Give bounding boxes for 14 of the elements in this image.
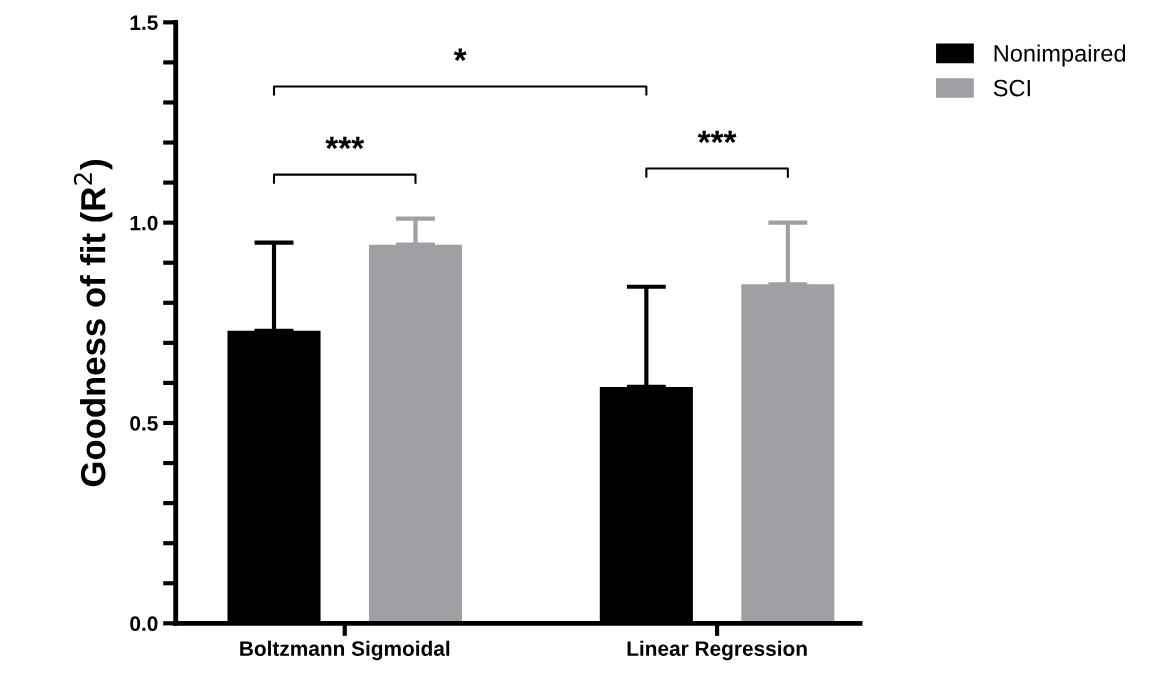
x-tick-label: Linear Regression xyxy=(627,640,807,661)
x-tick-label: Boltzmann Sigmoidal xyxy=(240,640,450,661)
legend-label: SCI xyxy=(993,79,1030,97)
y-tick-label: 0.0 xyxy=(130,616,158,632)
y-tick-label: 1.5 xyxy=(130,15,158,31)
annotation: *** xyxy=(697,130,737,144)
bar xyxy=(741,284,835,624)
annotation: *** xyxy=(325,136,365,150)
bar xyxy=(368,244,463,624)
legend-label: Nonimpaired xyxy=(994,44,1126,67)
y-axis-title: Goodness of fit (R$^{2}$) xyxy=(73,160,113,487)
y-tick-label: 0.5 xyxy=(130,415,158,431)
annotation: * xyxy=(453,48,467,61)
y-tick-label: 1.0 xyxy=(130,215,158,231)
